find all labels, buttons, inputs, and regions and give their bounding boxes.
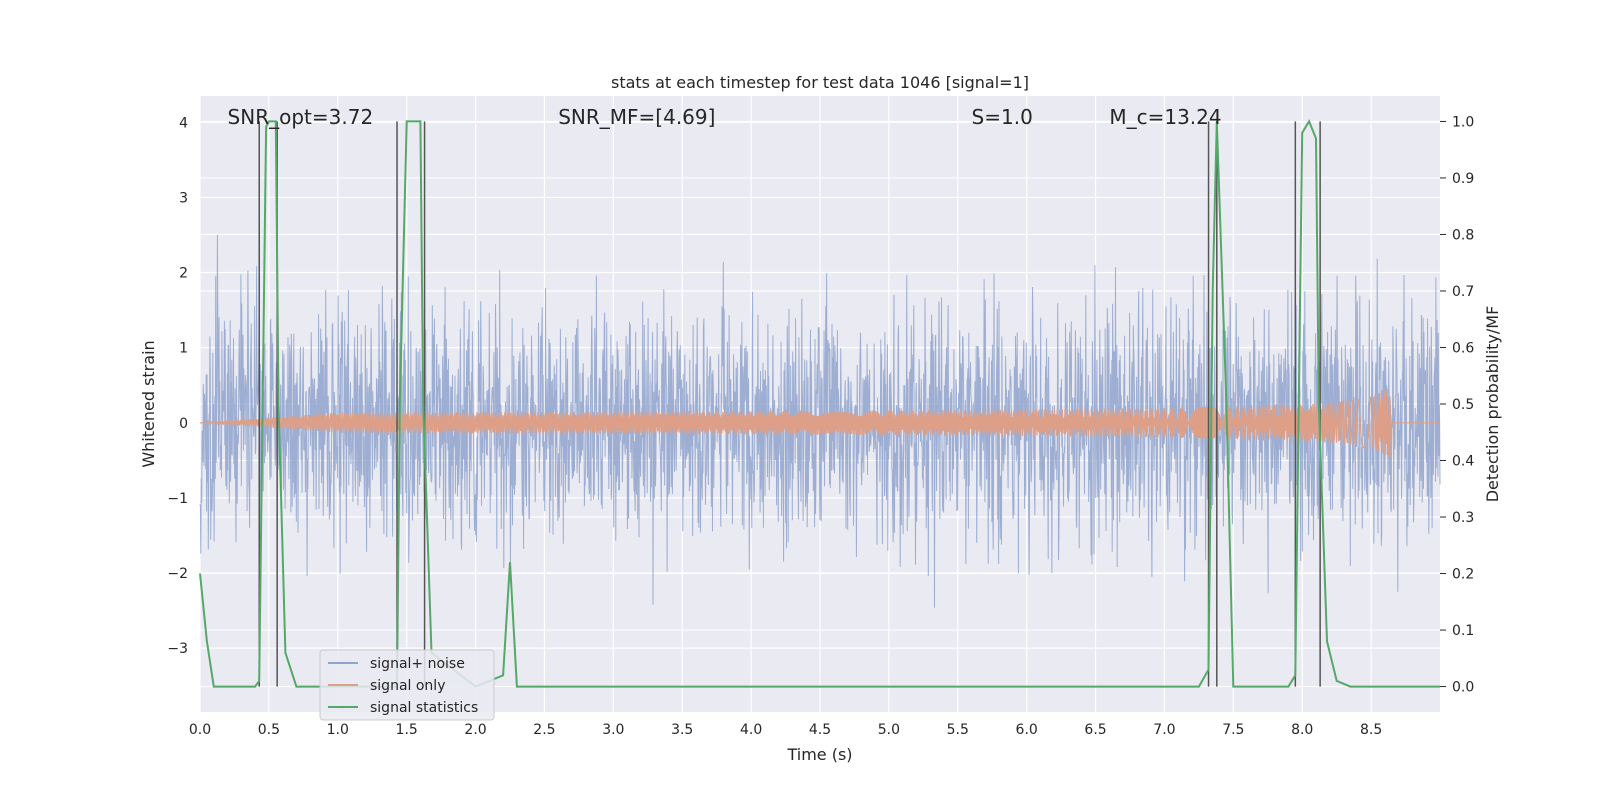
y-tick-label: 2 [179, 266, 188, 282]
annotation-text: SNR_MF=[4.69] [558, 105, 715, 129]
signal-line [200, 388, 1440, 459]
y-tick-label: 0 [179, 416, 188, 432]
legend-box [319, 649, 495, 721]
statistics-series [199, 119, 1440, 688]
x-tick-label: 0.5 [258, 722, 280, 738]
y-tick-label: −2 [167, 566, 188, 582]
signal-series [200, 388, 1440, 459]
x-tick-label: 3.0 [602, 722, 624, 738]
y2-tick-label: 0.4 [1452, 454, 1474, 470]
noise-line [199, 234, 1441, 608]
y2-tick-label: 0.7 [1452, 284, 1474, 300]
y2-tick-label: 0.1 [1452, 623, 1474, 639]
x-tick-label: 5.5 [947, 722, 969, 738]
y2-tick-label: 0.3 [1452, 510, 1474, 526]
y2-tick-label: 0.2 [1452, 567, 1474, 583]
x-tick-label: 1.0 [327, 722, 349, 738]
y2-axis-label: Detection probability/MF [1483, 306, 1502, 503]
noise-series [199, 234, 1441, 608]
y-tick-label: 3 [179, 190, 188, 206]
x-tick-label: 4.5 [809, 722, 831, 738]
x-tick-label: 7.5 [1222, 722, 1244, 738]
x-tick-label: 6.0 [1016, 722, 1038, 738]
annotation-text: M_c=13.24 [1109, 105, 1221, 129]
x-tick-label: 4.0 [740, 722, 762, 738]
x-tick-label: 1.5 [396, 722, 418, 738]
annotation-text: SNR_opt=3.72 [228, 105, 374, 129]
y-axis-label: Whitened strain [139, 340, 158, 467]
x-tick-label: 0.0 [189, 722, 211, 738]
x-tick-label: 7.0 [1153, 722, 1175, 738]
x-tick-label: 2.0 [464, 722, 486, 738]
y2-tick-label: 0.6 [1452, 340, 1474, 356]
statistics-line [199, 119, 1440, 688]
legend-label-noise: signal+ noise [370, 656, 465, 672]
y-tick-label: −3 [167, 641, 188, 657]
x-tick-label: 8.5 [1360, 722, 1382, 738]
x-tick-label: 8.0 [1291, 722, 1313, 738]
x-tick-label: 5.0 [878, 722, 900, 738]
chart-title: stats at each timestep for test data 104… [611, 73, 1029, 92]
y2-axis-ticks: 0.0 0.1 0.2 0.3 0.4 0.5 0.6 0.7 0.8 0.9 1.0 [1440, 114, 1474, 696]
x-tick-label: 2.5 [533, 722, 555, 738]
x-tick-label: 3.5 [671, 722, 693, 738]
y2-tick-label: 0.8 [1452, 227, 1474, 243]
annotations: SNR_opt=3.72 SNR_MF=[4.69] S=1.0 M_c=13.24 [228, 105, 1222, 129]
y-tick-label: 1 [179, 341, 188, 357]
y2-tick-label: 0.5 [1452, 397, 1474, 413]
x-axis-label: Time (s) [786, 745, 852, 764]
x-axis-ticks: 0.0 0.5 1.0 1.5 2.0 2.5 3.0 3.5 4.0 4.5 5.0 5.5 6.0 6… [189, 722, 1382, 738]
y-tick-label: −1 [167, 491, 188, 507]
x-tick-label: 6.5 [1084, 722, 1106, 738]
annotation-text: S=1.0 [972, 105, 1033, 129]
y-tick-label: 4 [179, 115, 188, 131]
y2-tick-label: 0.0 [1452, 680, 1474, 696]
legend: signal+ noise signal only signal statist… [319, 649, 495, 721]
legend-label-signal: signal only [370, 678, 445, 694]
y2-tick-label: 1.0 [1452, 114, 1474, 130]
y2-tick-label: 0.9 [1452, 171, 1474, 187]
legend-label-statistics: signal statistics [370, 700, 478, 716]
y-axis-ticks: −3 −2 −1 0 1 2 3 4 [167, 115, 188, 657]
